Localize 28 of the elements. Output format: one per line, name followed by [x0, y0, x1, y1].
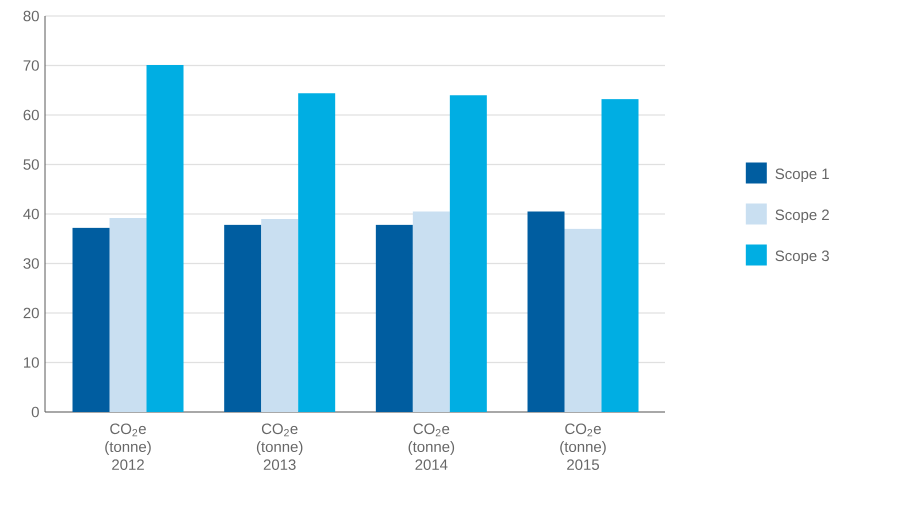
y-tick-label: 0 [32, 406, 39, 418]
bar [376, 224, 413, 412]
x-tick-label: CO$_{2}$e (tonne) 2015 [560, 424, 606, 470]
bar [72, 228, 110, 412]
y-tick-label: 30 [23, 258, 39, 269]
bar [602, 99, 639, 412]
y-tick-label: 70 [24, 60, 39, 71]
bar [528, 212, 565, 412]
y-tick-label: 20 [24, 308, 39, 318]
legend-label: Scope 2 [775, 210, 829, 224]
y-tick-label: 50 [23, 159, 39, 170]
x-tick-label: CO$_{2}$e (tonne) 2014 [408, 424, 454, 470]
y-tick-label: 80 [24, 10, 39, 22]
y-tick-label: 40 [23, 208, 39, 220]
bar [146, 65, 184, 412]
y-tick-label: 60 [24, 110, 39, 120]
bar [261, 218, 298, 412]
bar [298, 93, 336, 412]
bar [412, 212, 450, 412]
x-tick-label: CO$_{2}$e (tonne) 2012 [105, 424, 151, 470]
x-tick-label: CO$_{2}$e (tonne) 2013 [256, 424, 302, 470]
legend-label: Scope 3 [775, 250, 829, 264]
y-tick-label: 10 [24, 357, 39, 368]
bar [450, 95, 487, 412]
bar [110, 218, 147, 412]
bar [564, 228, 602, 412]
bar [224, 224, 262, 412]
legend-label: Scope 1 [775, 168, 829, 182]
